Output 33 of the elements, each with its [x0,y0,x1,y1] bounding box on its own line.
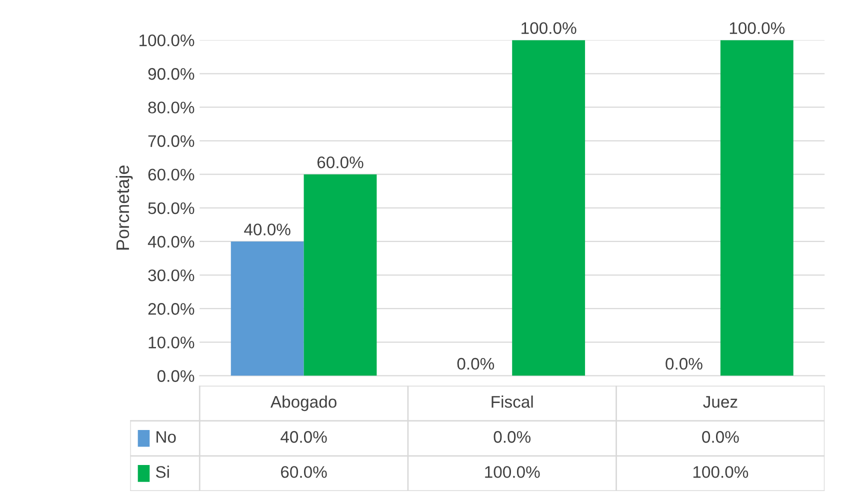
text: 40.0% [244,224,290,236]
y-tick-label: 100.0% [140,34,194,46]
text: 100.0% [522,22,576,34]
y-tick-label: 30.0% [148,269,194,282]
bar [230,241,304,376]
y-tick-label: 80.0% [148,102,194,114]
text: 0.0% [666,358,702,370]
legend-label: Si [156,466,169,478]
y-tick-label: 50.0% [148,202,194,214]
bar [304,174,377,376]
y-tick-label: 60.0% [148,168,194,181]
bar [512,40,586,376]
data-label: 100.0% [693,466,748,478]
data-label: 40.0% [280,431,327,443]
data-label: 0.0% [702,431,739,443]
y-tick-label: 90.0% [148,68,194,80]
x-tick-label: Juez [703,396,738,408]
text: 100.0% [730,22,785,34]
text: 0.0% [457,358,494,370]
text: 60.0% [317,156,364,168]
y-tick-label: 70.0% [148,135,194,147]
legend-label: No [156,431,176,443]
y-tick-label: 0.0% [157,370,194,382]
x-tick-label: Fiscal [492,396,533,408]
data-label: 0.0% [494,431,531,443]
y-tick-label: 10.0% [148,336,194,348]
data-label: 60.0% [281,466,327,478]
y-tick-label: 40.0% [148,236,194,248]
bar [720,40,794,376]
data-label: 100.0% [485,466,540,478]
y-axis-title: Porcnetaje [116,166,133,250]
y-tick-label: 20.0% [148,303,194,315]
x-tick-label: Abogado [270,396,336,412]
